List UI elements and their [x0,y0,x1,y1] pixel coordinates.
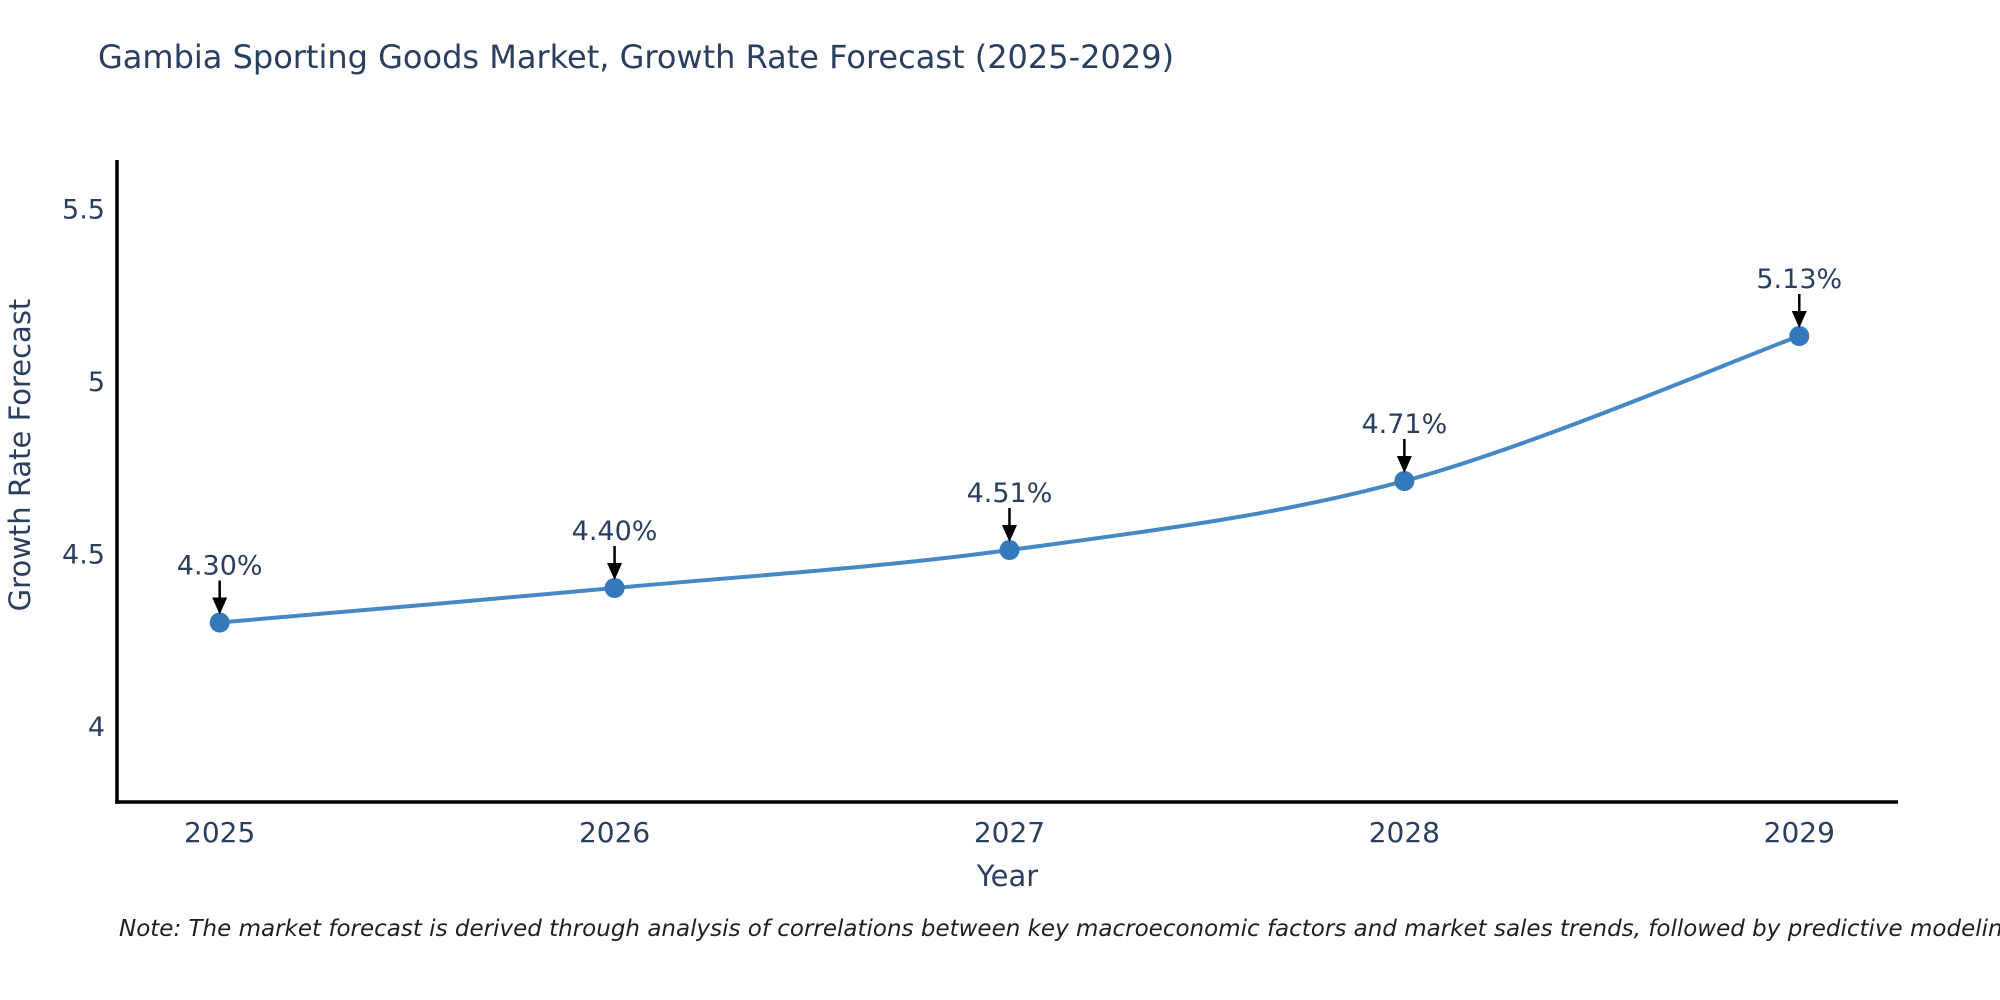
x-tick-label: 2029 [1764,816,1835,849]
footnote: Note: The market forecast is derived thr… [119,916,2000,942]
y-tick-label: 5.5 [62,194,105,225]
data-point-marker [209,612,230,633]
annotation-arrowhead [1791,311,1807,329]
x-tick-label: 2027 [974,816,1045,849]
x-axis-title: Year [976,859,1038,893]
annotation-arrowhead [607,563,623,580]
y-tick-label: 4.5 [62,539,105,570]
point-annotation: 4.71% [1361,409,1447,440]
data-point-marker [1789,326,1810,347]
data-point-marker [604,578,625,598]
y-axis-title: Growth Rate Forecast [3,299,37,612]
data-point-marker [999,540,1020,561]
y-tick-label: 4 [88,712,105,743]
annotation-arrowhead [1396,456,1412,473]
point-annotation: 4.51% [967,478,1053,509]
point-annotation: 4.40% [572,516,658,547]
annotation-arrowhead [212,597,228,615]
data-point-marker [1394,471,1415,491]
x-tick-label: 2025 [184,816,255,849]
y-tick-label: 5 [88,367,105,398]
chart-title: Gambia Sporting Goods Market, Growth Rat… [98,38,1175,76]
x-tick-label: 2026 [579,816,650,849]
point-annotation: 4.30% [177,551,263,582]
annotation-arrowhead [1001,525,1017,543]
x-tick-label: 2028 [1369,816,1440,849]
point-annotation: 5.13% [1756,264,1842,295]
